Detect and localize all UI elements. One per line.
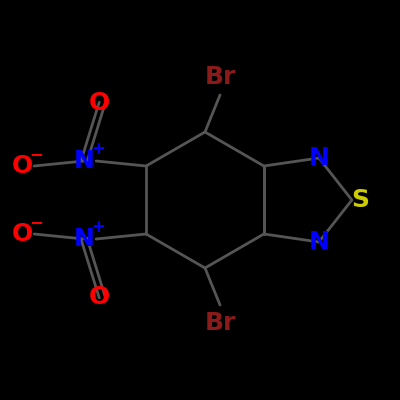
Text: N: N (74, 149, 94, 173)
Text: O: O (12, 222, 33, 246)
Text: N: N (308, 230, 329, 254)
Text: −: − (29, 145, 43, 163)
Text: Br: Br (204, 311, 236, 335)
Text: S: S (351, 188, 369, 212)
Text: Br: Br (204, 65, 236, 89)
Text: O: O (12, 154, 33, 178)
Text: O: O (88, 285, 110, 309)
Text: −: − (29, 213, 43, 231)
Text: N: N (308, 146, 329, 170)
Text: +: + (91, 140, 105, 158)
Text: O: O (88, 91, 110, 115)
Text: +: + (91, 218, 105, 236)
Text: N: N (74, 227, 94, 251)
